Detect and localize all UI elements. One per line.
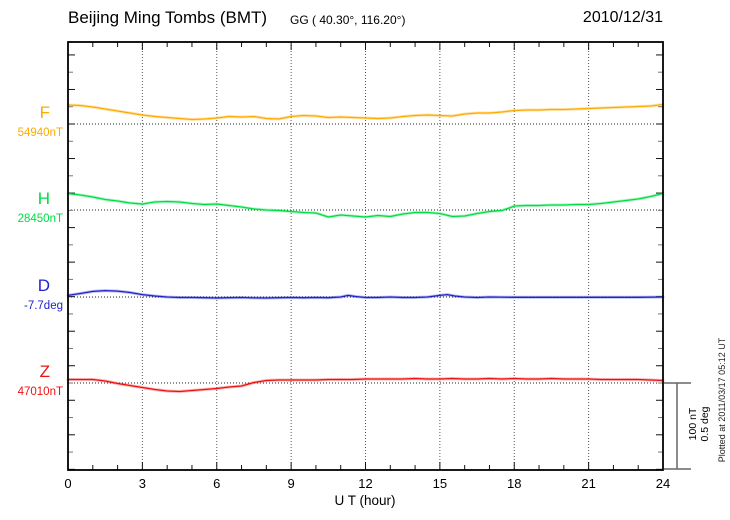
scale-bar-label: 100 nT 0.5 deg xyxy=(687,406,711,441)
scale-bar-label-deg: 0.5 deg xyxy=(699,406,711,442)
x-tick-label: 18 xyxy=(507,476,522,491)
x-axis-title: U T (hour) xyxy=(334,493,396,508)
date-label: 2010/12/31 xyxy=(582,9,663,26)
x-tick-label: 0 xyxy=(64,476,72,491)
x-tick-label: 15 xyxy=(432,476,448,491)
x-axis-tick-labels: 0 3 6 9 12 15 18 21 24 xyxy=(0,476,730,492)
trace-baseline-value-f: 54940nT xyxy=(17,127,63,139)
x-tick-label: 12 xyxy=(358,476,373,491)
x-tick-label: 9 xyxy=(287,476,295,491)
trace-baseline-value-d: -7.7deg xyxy=(23,300,63,312)
trace-label-z: Z xyxy=(39,362,50,381)
x-tick-label: 21 xyxy=(581,476,596,491)
page-title: Beijing Ming Tombs (BMT) xyxy=(68,8,268,27)
scale-bar-label-nt: 100 nT xyxy=(687,407,699,441)
x-tick-label: 6 xyxy=(213,476,221,491)
trace-baseline-value-h: 28450nT xyxy=(17,213,63,225)
trace-label-h: H xyxy=(37,189,50,208)
station-coordinates: GG ( 40.30°, 116.20°) xyxy=(290,13,406,27)
trace-label-f: F xyxy=(39,103,50,122)
plotted-at-note: Plotted at 2011/03/17 05:12 UT xyxy=(717,337,727,463)
trace-label-d: D xyxy=(37,276,50,295)
x-tick-label: 3 xyxy=(138,476,146,491)
x-tick-label: 24 xyxy=(655,476,671,491)
trace-baseline-value-z: 47010nT xyxy=(17,386,63,398)
